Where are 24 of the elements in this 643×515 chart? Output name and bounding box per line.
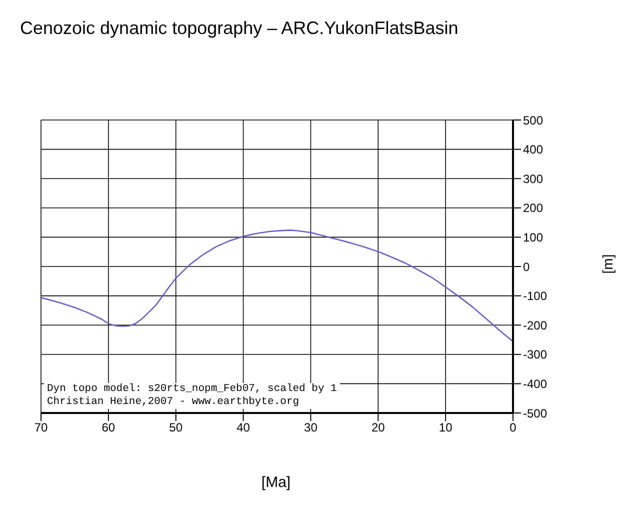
x-tick-label: 60: [102, 420, 116, 435]
annotation: Christian Heine,2007 - www.earthbyte.org: [47, 396, 300, 409]
y-tick-label: -100: [523, 289, 548, 304]
y-tick-label: 300: [523, 172, 544, 186]
x-axis-title: [Ma]: [260, 474, 292, 491]
x-tick-label: 70: [34, 420, 48, 435]
x-tick-label: 50: [169, 420, 183, 435]
y-tick-label: -500: [523, 406, 548, 420]
y-tick-label: -200: [523, 318, 548, 332]
y-tick-label: 200: [523, 201, 544, 216]
x-tick-label: 30: [304, 420, 318, 435]
y-tick-label: 500: [523, 113, 544, 128]
y-tick-label: -300: [523, 348, 548, 362]
x-tick-label: 20: [371, 420, 386, 435]
annotation: Dyn topo model: s20rts_nopm_Feb07, scaled by 1: [47, 383, 337, 396]
x-tick-label: 10: [438, 420, 453, 435]
x-tick-label: 0: [510, 420, 517, 435]
y-tick-label: 400: [523, 142, 544, 157]
x-tick-label: 40: [236, 420, 250, 435]
y-tick-label: -400: [523, 376, 548, 391]
y-tick-label: 0: [523, 260, 530, 274]
chart-title: Cenozoic dynamic topography – ARC.YukonFlatsBasin: [20, 18, 458, 39]
y-tick-label: 100: [523, 230, 544, 244]
y-axis-title: [m]: [600, 254, 616, 274]
